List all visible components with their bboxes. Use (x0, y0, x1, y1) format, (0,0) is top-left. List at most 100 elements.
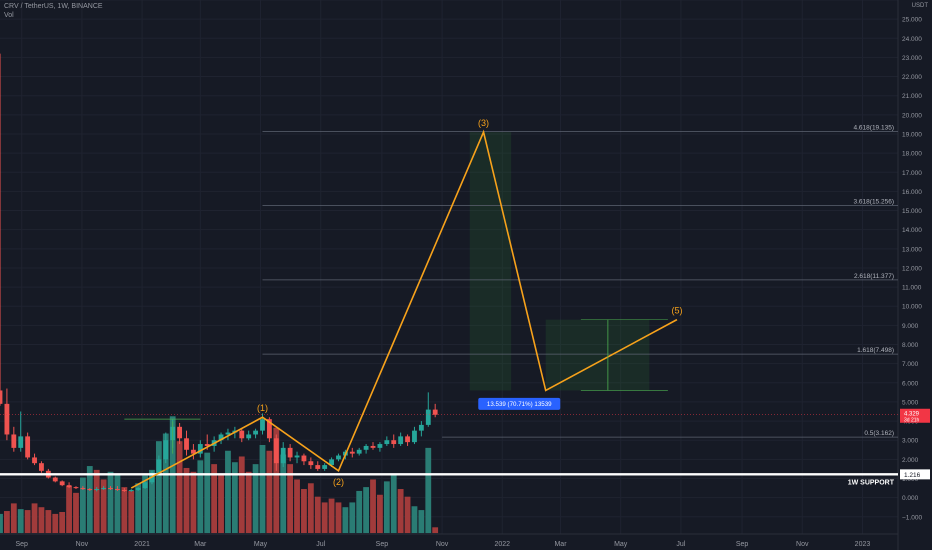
time-tick-label: May (254, 541, 268, 548)
time-tick-label: 2021 (134, 541, 150, 548)
candle-body (315, 465, 321, 469)
wave-label: (2) (333, 477, 344, 487)
price-tick-label: 14.000 (902, 227, 922, 234)
candle-body (329, 459, 334, 466)
candle-body (294, 455, 300, 458)
price-tick-label: 0.000 (902, 495, 919, 502)
volume-bar (86, 466, 93, 534)
candle-body (11, 434, 17, 448)
wave-label: (3) (478, 118, 489, 128)
fib-levels: 4.618(19.135) 3.618(15.256) 2.618(11.377) 1… (262, 124, 898, 438)
volume-bar (142, 475, 148, 534)
volume-bar (349, 502, 356, 534)
time-tick-label: Jul (676, 541, 685, 548)
wave-label: (5) (671, 306, 682, 316)
price-tick-label: 11.000 (902, 285, 922, 292)
price-tick-label: 12.000 (902, 265, 922, 272)
price-tick-label: 10.000 (902, 304, 922, 311)
volume-bar (301, 489, 307, 534)
volume-bar (162, 433, 169, 534)
time-tick-label: Sep (15, 541, 28, 548)
candle-body (108, 488, 113, 490)
candle-body (308, 461, 314, 466)
price-tick-label: 6.000 (902, 380, 919, 387)
projection-box (469, 132, 512, 391)
volume-bar (238, 456, 245, 534)
last-price-tag (900, 408, 930, 423)
volume-bar (425, 447, 432, 534)
volume-bar (342, 507, 349, 534)
volume-bar (225, 450, 231, 534)
volume-bar (128, 490, 135, 534)
candle-body (59, 481, 65, 486)
candle-body (0, 390, 3, 404)
time-tick-label: Nov (436, 541, 449, 548)
candle-body (280, 447, 286, 464)
candle-body (425, 409, 431, 425)
volume-bar (10, 503, 17, 534)
volume-bar (121, 487, 128, 534)
volume-bar (149, 469, 155, 534)
volume-bar (190, 471, 197, 534)
candle-body (239, 430, 245, 439)
candle-body (377, 444, 383, 448)
candle-body (156, 459, 162, 473)
time-tick-label: May (614, 541, 628, 548)
volume-bar (59, 511, 66, 534)
volume-bar (79, 477, 86, 534)
volume-bar (176, 441, 183, 534)
volume-bar (52, 513, 59, 534)
candle-body (94, 489, 100, 491)
candle-body (87, 489, 93, 491)
candle-body (253, 430, 259, 435)
price-tick-label: 1.000 (902, 476, 919, 483)
price-tick-label: 23.000 (902, 55, 922, 62)
volume-bar (24, 510, 31, 534)
chart-title: CRV / TetherUS, 1W, BINANCE (4, 3, 103, 10)
candle-body (287, 447, 293, 458)
volume-bar (4, 511, 10, 534)
candle-body (4, 403, 10, 435)
volume-bar (411, 506, 418, 534)
fib-label: 3.618(15.256) (854, 199, 894, 206)
time-tick-label: Nov (76, 541, 89, 548)
price-unit: USDT (911, 3, 928, 9)
time-tick-label: Mar (194, 541, 207, 548)
candle-body (18, 436, 24, 448)
price-tick-label: 13.000 (902, 246, 922, 253)
grid (0, 0, 898, 534)
elliott-wave-path (130, 129, 678, 489)
last-price-label: 4.329 (904, 411, 920, 417)
volume-bar (31, 503, 38, 534)
candle-body (25, 436, 31, 458)
last-price-countdown: 3d 21h (904, 417, 920, 423)
price-tick-label: 25.000 (902, 17, 922, 24)
price-tick-label: 15.000 (902, 208, 922, 215)
price-tick-label: 21.000 (902, 93, 922, 100)
volume-bar (100, 479, 107, 534)
candle-body (52, 477, 58, 482)
fib-label: 2.618(11.377) (854, 273, 894, 280)
time-tick-label: 2022 (494, 541, 510, 548)
time-tick-label: Jul (316, 541, 325, 548)
volume-bar (356, 490, 363, 534)
candle-body (73, 487, 79, 489)
volume-bar (370, 479, 376, 534)
measure-label: 13.539 (70.71%) 13539 (487, 401, 552, 408)
volume-bar (197, 460, 204, 534)
volume-bar (107, 471, 114, 534)
candle-body (128, 489, 134, 491)
fib-label: 4.618(19.135) (854, 124, 894, 131)
candle-body (336, 455, 341, 460)
candle-body (225, 432, 231, 435)
price-tick-label: 20.000 (902, 112, 922, 119)
volume-bar (211, 464, 218, 534)
price-tick-label: 3.000 (902, 438, 919, 445)
candle-body (66, 485, 72, 488)
support-price-tag (900, 469, 930, 480)
volume-bar (73, 492, 79, 534)
candle-body (80, 488, 86, 490)
volume-bar (93, 469, 100, 534)
volume-bar (307, 483, 314, 534)
